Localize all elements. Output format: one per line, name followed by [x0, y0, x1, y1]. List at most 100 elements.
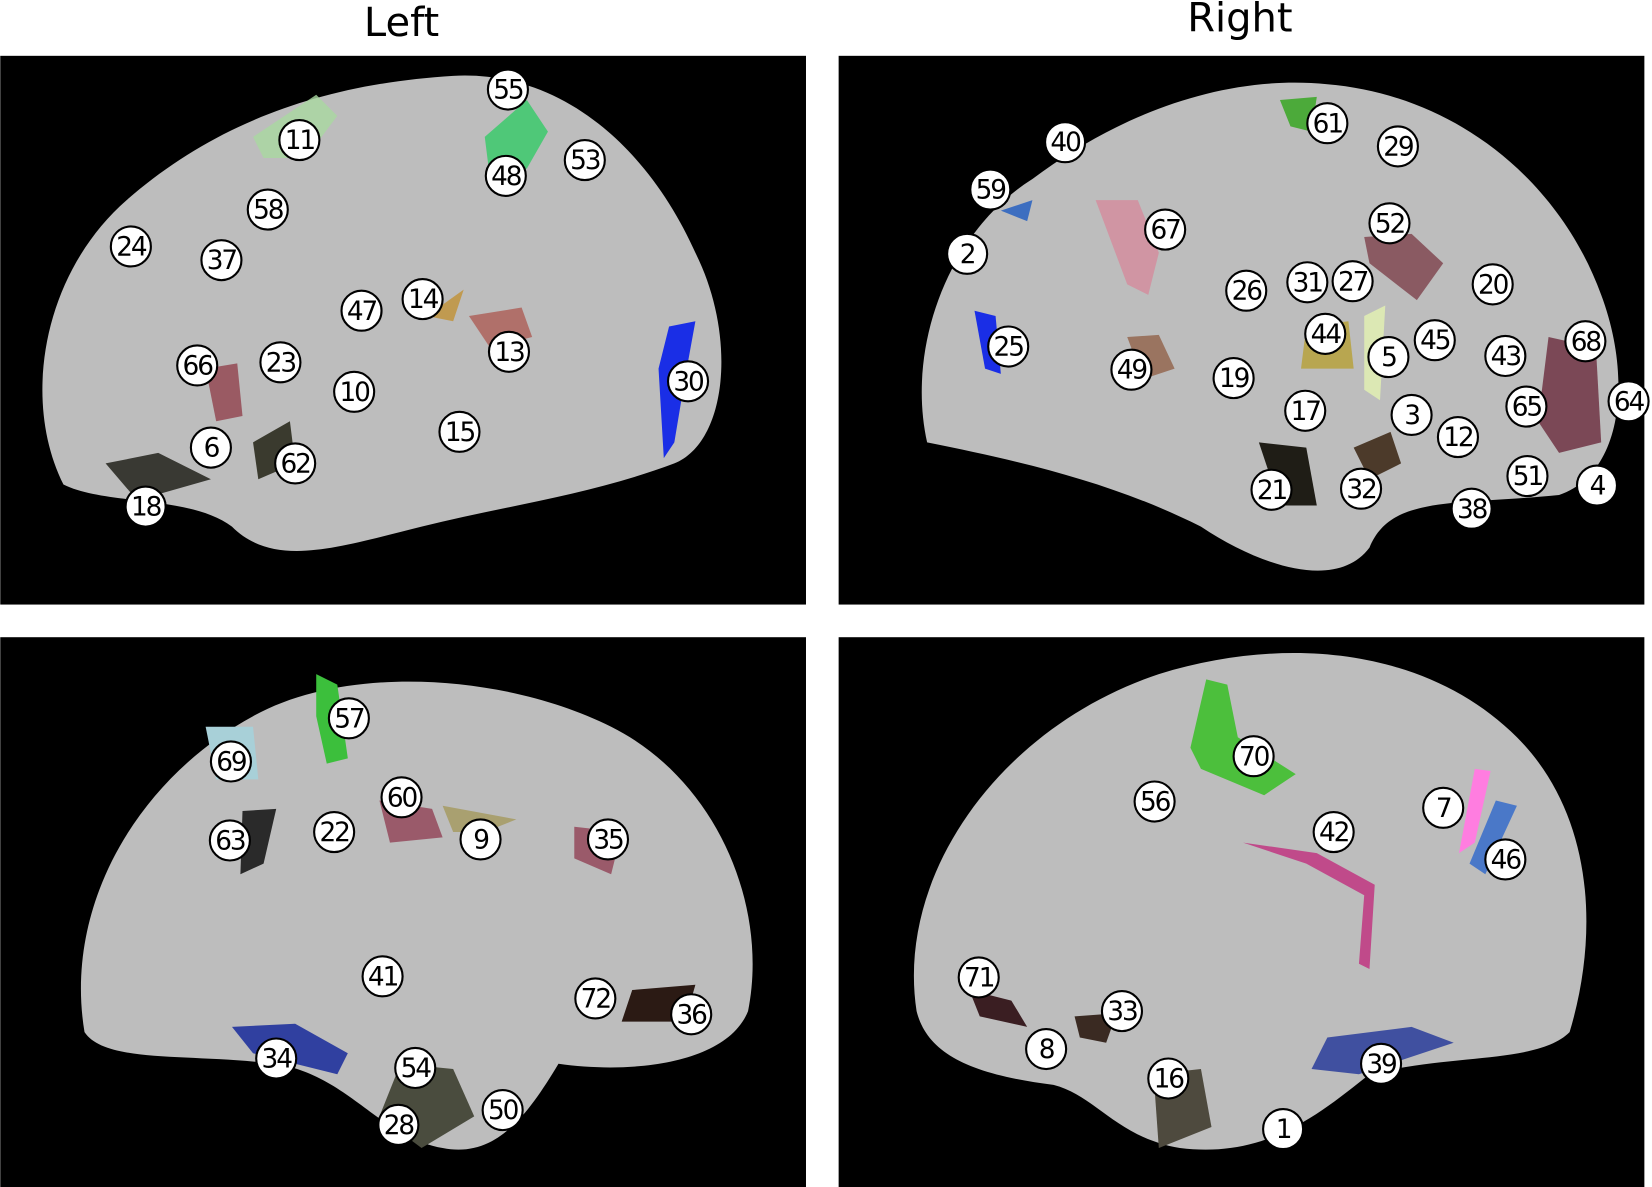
region-label-56: 56: [1133, 780, 1176, 823]
label-circle: [1250, 468, 1293, 511]
region-label-22: 22: [313, 810, 356, 854]
label-circle: [278, 119, 321, 162]
label-circle: [1232, 735, 1275, 778]
label-number: 16: [1154, 1065, 1185, 1095]
label-number: 17: [1291, 397, 1321, 427]
label-number: 32: [1346, 475, 1376, 505]
label-number: 47: [347, 297, 377, 327]
label-number: 13: [494, 338, 524, 368]
label-number: 23: [266, 348, 296, 378]
label-circle: [1331, 260, 1374, 303]
label-circle: [1144, 208, 1187, 251]
label-circle: [246, 188, 289, 231]
region-label-8: 8: [1025, 1027, 1068, 1071]
region-label-63: 63: [208, 819, 251, 862]
label-circle: [1212, 357, 1255, 400]
label-circle: [109, 225, 152, 268]
region-label-10: 10: [333, 370, 376, 413]
label-circle: [1506, 454, 1549, 498]
label-number: 49: [1117, 356, 1147, 386]
label-number: 50: [488, 1096, 518, 1126]
region-label-59: 59: [969, 168, 1012, 211]
region-label-43: 43: [1484, 334, 1527, 378]
label-circle: [1471, 263, 1514, 306]
region-label-6: 6: [189, 426, 232, 469]
region-label-69: 69: [209, 740, 252, 783]
label-number: 60: [387, 783, 417, 813]
region-label-1: 1: [1262, 1108, 1305, 1151]
label-circle: [377, 1103, 420, 1146]
region-label-52: 52: [1368, 202, 1411, 245]
label-circle: [1147, 1057, 1190, 1100]
label-number: 64: [1614, 387, 1645, 417]
region-label-54: 54: [394, 1046, 437, 1090]
region-label-47: 47: [340, 289, 383, 332]
region-label-39: 39: [1359, 1042, 1403, 1085]
label-number: 68: [1571, 327, 1601, 357]
region-label-64: 64: [1607, 380, 1650, 423]
region-label-41: 41: [361, 955, 404, 998]
label-number: 24: [116, 233, 147, 263]
label-circle: [586, 818, 630, 861]
label-circle: [327, 697, 370, 740]
region-label-31: 31: [1286, 261, 1329, 304]
label-number: 56: [1140, 788, 1171, 818]
label-number: 45: [1420, 326, 1450, 356]
label-circle: [1133, 780, 1176, 823]
label-circle: [1505, 385, 1548, 428]
region-label-34: 34: [255, 1037, 298, 1080]
region-label-37: 37: [200, 239, 243, 282]
region-label-50: 50: [481, 1089, 524, 1132]
label-circle: [176, 344, 219, 387]
label-number: 12: [1443, 423, 1473, 453]
region-label-3: 3: [1390, 393, 1433, 437]
region-label-30: 30: [666, 360, 710, 403]
label-circle: [189, 426, 232, 469]
label-number: 63: [215, 827, 245, 857]
label-number: 8: [1039, 1035, 1054, 1065]
label-circle: [1436, 416, 1480, 459]
label-circle: [987, 325, 1030, 368]
label-circle: [1262, 1108, 1305, 1151]
label-circle: [361, 955, 404, 998]
label-circle: [666, 360, 710, 403]
left-hemisphere-title: Left: [364, 0, 439, 46]
region-label-27: 27: [1331, 260, 1374, 303]
label-number: 2: [960, 240, 975, 270]
panel-right-medial: [838, 637, 1645, 1187]
region-label-19: 19: [1212, 357, 1255, 400]
label-circle: [1413, 319, 1456, 362]
region-label-67: 67: [1144, 208, 1187, 251]
region-label-7: 7: [1422, 786, 1465, 829]
region-label-72: 72: [574, 977, 617, 1020]
region-label-5: 5: [1367, 335, 1410, 379]
panel-left-lateral: [0, 55, 806, 605]
label-number: 72: [581, 985, 611, 1015]
label-number: 7: [1436, 794, 1451, 824]
region-label-24: 24: [109, 225, 152, 268]
label-circle: [1359, 1042, 1403, 1085]
label-circle: [1286, 261, 1329, 304]
region-label-2: 2: [946, 232, 989, 275]
region-label-17: 17: [1284, 389, 1327, 432]
label-number: 9: [473, 825, 488, 855]
label-number: 53: [570, 146, 600, 176]
label-number: 59: [976, 176, 1006, 206]
label-number: 15: [445, 418, 475, 448]
label-circle: [1450, 487, 1493, 530]
label-circle: [1376, 125, 1419, 168]
region-label-48: 48: [484, 154, 527, 197]
region-label-68: 68: [1564, 320, 1607, 363]
region-label-14: 14: [401, 278, 444, 321]
region-label-66: 66: [176, 344, 219, 387]
region-label-46: 46: [1484, 838, 1527, 881]
label-circle: [1304, 312, 1347, 355]
label-circle: [487, 330, 531, 373]
label-circle: [1368, 202, 1411, 245]
region-label-57: 57: [327, 697, 370, 740]
label-number: 30: [673, 367, 703, 397]
region-label-25: 25: [987, 325, 1030, 368]
region-label-61: 61: [1306, 102, 1349, 145]
label-circle: [459, 818, 502, 861]
